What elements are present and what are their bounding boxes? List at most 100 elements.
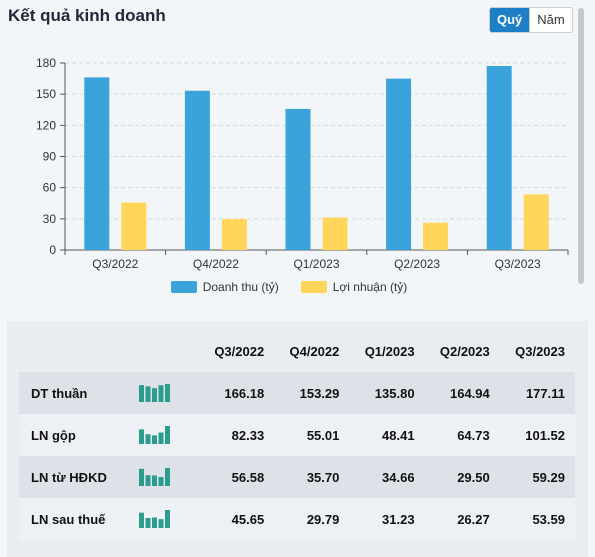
sparkline-bar <box>139 468 144 486</box>
sparkline-chart <box>139 509 170 528</box>
legend-label-revenue: Doanh thu (tỷ) <box>202 280 279 294</box>
y-tick-label: 90 <box>43 150 57 164</box>
table-cell: 26.27 <box>424 498 500 540</box>
table-cell: 48.41 <box>349 414 425 456</box>
sparkline-chart <box>139 467 170 486</box>
row-label: LN sau thuế <box>19 498 139 540</box>
legend-swatch-profit <box>300 281 327 293</box>
sparkline-bar <box>152 387 157 402</box>
sparkline-cell[interactable] <box>139 456 199 498</box>
page-title: Kết quả kinh doanh <box>8 6 166 25</box>
table-cell: 55.01 <box>274 414 350 456</box>
sparkline-bar <box>165 425 170 444</box>
bar-profit <box>523 194 549 250</box>
table-cell: 53.59 <box>499 498 575 540</box>
sparkline-bar <box>158 384 164 402</box>
table-row: LN sau thuế 45.65 29.79 31.23 26.27 53.59 <box>19 498 575 540</box>
table-cell: 56.58 <box>199 456 275 498</box>
table-cell: 82.33 <box>199 414 275 456</box>
bar-revenue <box>386 78 412 251</box>
sparkline-chart <box>139 425 170 444</box>
sparkline-bar <box>145 385 151 402</box>
table-cell: 29.50 <box>424 456 500 498</box>
row-label: LN gộp <box>19 414 139 456</box>
sparkline-bar <box>165 509 170 528</box>
sparkline-bar <box>139 512 144 528</box>
legend-swatch-revenue <box>170 281 197 293</box>
scrollbar[interactable] <box>578 8 584 284</box>
table-cell: 64.73 <box>424 414 500 456</box>
period-toggle: Quý Năm <box>489 7 573 33</box>
sparkline-bar <box>158 476 164 486</box>
table-cell: 45.65 <box>199 498 275 540</box>
bar-profit <box>423 222 449 250</box>
x-tick-label: Q3/2023 <box>495 257 541 271</box>
table-cell: 153.29 <box>274 372 350 414</box>
scrollbar-thumb[interactable] <box>578 8 584 284</box>
sparkline-bar <box>145 474 151 486</box>
sparkline-bar <box>145 433 151 444</box>
table-cell: 59.29 <box>499 456 575 498</box>
table-cell: 101.52 <box>499 414 575 456</box>
bar-profit <box>121 202 147 250</box>
y-tick-label: 30 <box>43 212 57 226</box>
column-header: Q2/2023 <box>439 343 490 359</box>
row-label: DT thuần <box>19 372 139 414</box>
column-header: Q3/2023 <box>515 343 565 359</box>
period-quarter-button[interactable]: Quý <box>490 8 530 32</box>
sparkline-cell[interactable] <box>139 498 199 540</box>
financial-table: Q3/2022 Q4/2022 Q1/2023 Q2/2023 Q3/2023 … <box>19 336 575 540</box>
sparkline-bar <box>145 517 151 528</box>
table-cell: 135.80 <box>349 372 425 414</box>
x-tick-label: Q4/2022 <box>193 257 239 271</box>
y-tick-label: 150 <box>36 87 56 101</box>
sparkline-bar <box>152 474 157 486</box>
y-tick-label: 120 <box>36 118 56 132</box>
table-row: LN gộp 82.33 55.01 48.41 64.73 101.52 <box>19 414 575 456</box>
sparkline-chart <box>139 383 170 402</box>
bar-profit <box>322 217 348 250</box>
business-results-chart: 0 30 60 90 120 150 180 Q3/2022 Q4/2022 Q1/2023 Q2/… <box>36 56 569 271</box>
table-cell: 31.23 <box>349 498 425 540</box>
y-tick-label: 0 <box>49 243 56 257</box>
bar-revenue <box>486 66 512 251</box>
column-header: Q1/2023 <box>364 343 415 359</box>
financial-table-panel: Q3/2022 Q4/2022 Q1/2023 Q2/2023 Q3/2023 … <box>7 321 588 557</box>
sparkline-bar <box>139 428 144 444</box>
sparkline-bar <box>165 383 170 402</box>
sparkline-bar <box>158 518 164 528</box>
legend-item-profit[interactable]: Lợi nhuận (tỷ) <box>300 280 408 294</box>
sparkline-cell[interactable] <box>139 414 199 456</box>
sparkline-bar <box>152 517 157 528</box>
table-cell: 166.18 <box>199 372 275 414</box>
legend-item-revenue[interactable]: Doanh thu (tỷ) <box>170 280 279 294</box>
x-tick-label: Q2/2023 <box>394 257 440 271</box>
table-row: DT thuần 166.18 153.29 135.80 164.94 177.11 <box>19 372 575 414</box>
sparkline-bar <box>139 384 144 402</box>
bar-profit <box>221 219 247 250</box>
table-row: LN từ HĐKD 56.58 35.70 34.66 29.50 59.29 <box>19 456 575 498</box>
table-cell: 34.66 <box>349 456 425 498</box>
bar-revenue <box>285 108 311 251</box>
column-header: Q3/2022 <box>214 343 265 359</box>
x-tick-label: Q3/2022 <box>92 257 138 271</box>
table-cell: 177.11 <box>499 372 575 414</box>
table-cell: 164.94 <box>424 372 500 414</box>
y-tick-label: 60 <box>43 181 57 195</box>
y-tick-label: 180 <box>36 56 56 70</box>
sparkline-cell[interactable] <box>139 372 199 414</box>
header-empty <box>19 336 139 366</box>
table-cell: 29.79 <box>274 498 350 540</box>
sparkline-bar <box>165 467 170 486</box>
chart-legend: Doanh thu (tỷ) Lợi nhuận (tỷ) <box>0 280 578 294</box>
row-label: LN từ HĐKD <box>19 456 139 498</box>
table-cell: 35.70 <box>274 456 350 498</box>
sparkline-bar <box>158 432 164 444</box>
header-spark <box>139 336 199 366</box>
bar-revenue <box>84 77 110 250</box>
sparkline-bar <box>152 434 157 444</box>
legend-label-profit: Lợi nhuận (tỷ) <box>332 280 408 294</box>
x-tick-label: Q1/2023 <box>293 257 339 271</box>
bar-revenue <box>184 90 210 250</box>
period-year-button[interactable]: Năm <box>529 8 572 32</box>
